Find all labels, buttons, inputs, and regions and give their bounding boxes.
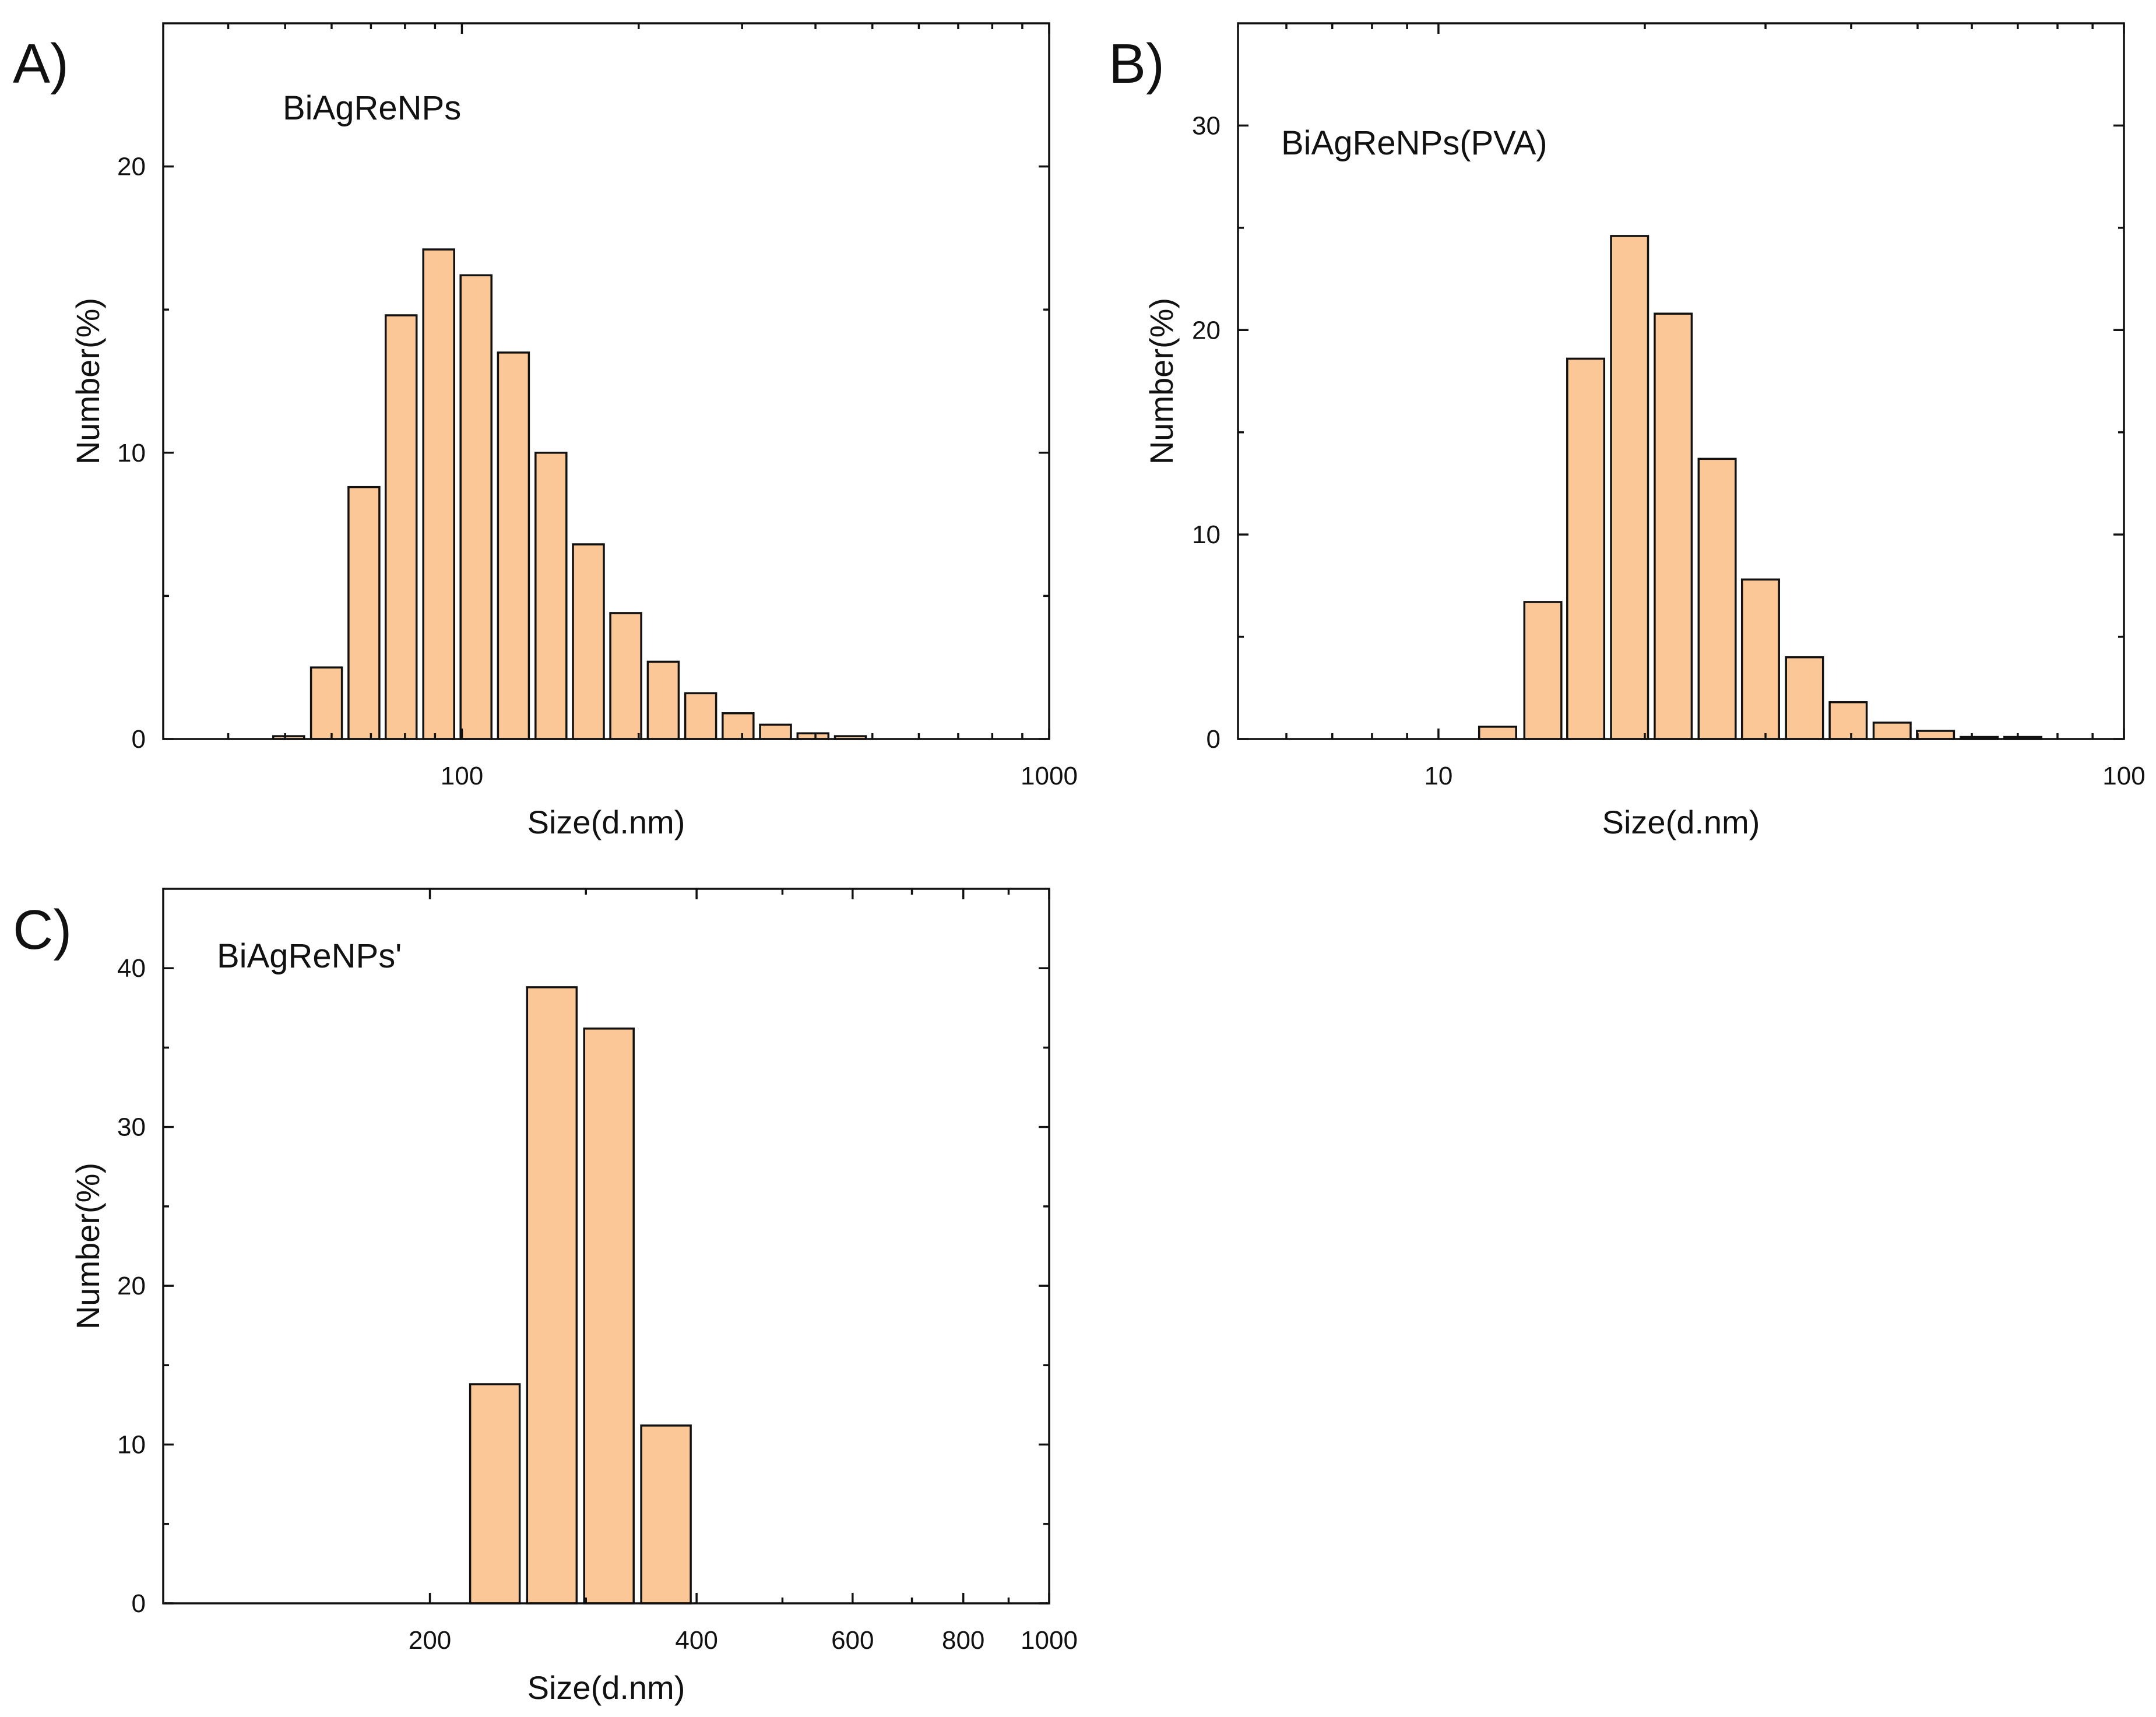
panel-a-x-axis-label: Size(d.nm) xyxy=(527,804,685,840)
panel-b-y-axis-label: Number(%) xyxy=(1143,298,1180,465)
panel-b-bar-2 xyxy=(1523,601,1563,740)
panel-b-bar-6 xyxy=(1697,458,1737,740)
panel-b-bar-7 xyxy=(1740,578,1780,740)
panel-a-bar-13 xyxy=(722,712,755,740)
panel-c-x-tick-label-5: 1000 xyxy=(1021,1626,1078,1655)
panel-c-bar-3 xyxy=(583,1028,635,1605)
panel-a-bar-2 xyxy=(309,666,343,740)
panel-a-tag: A) xyxy=(13,33,69,95)
panel-c-bar-4 xyxy=(640,1424,692,1605)
panel-a-y-tick-label-1: 0 xyxy=(132,725,146,754)
panel-a-y-tick-label-2: 10 xyxy=(117,439,146,467)
panel-b-bars xyxy=(1478,235,2043,740)
panel-b-ticks: 0 10 20 30 10 100 xyxy=(1192,23,2146,790)
panel-b-plot-frame xyxy=(1237,22,2125,740)
panel-a-bars xyxy=(272,248,867,740)
panel-c-x-axis-label: Size(d.nm) xyxy=(527,1669,685,1706)
panel-b-bar-10 xyxy=(1872,722,1912,740)
panel-a-bar-6 xyxy=(459,274,493,740)
panel-a-bar-4 xyxy=(384,314,418,740)
panel-b-bar-4 xyxy=(1610,235,1649,740)
panel-c-bar-1 xyxy=(469,1383,521,1605)
panel-a-bar-5 xyxy=(422,248,455,740)
panel-c-series-label: BiAgReNPs' xyxy=(217,937,402,975)
panel-c-ticks: 0 10 20 30 40 200 400 600 800 1000 xyxy=(117,889,1078,1655)
panel-c-bars xyxy=(469,986,692,1605)
panel-a: A) BiAgReNPs 0 10 20 100 1000 Size(d.nm) Num… xyxy=(13,22,1078,840)
panel-c-tag: C) xyxy=(13,899,72,961)
panel-c-x-tick-label-1: 200 xyxy=(409,1626,451,1655)
panel-a-bar-9 xyxy=(572,543,605,740)
panel-a-bar-8 xyxy=(534,452,568,740)
panel-c-x-tick-label-4: 800 xyxy=(942,1626,984,1655)
panel-c-y-tick-label-3: 20 xyxy=(117,1272,146,1300)
panel-c-y-tick-label-2: 10 xyxy=(117,1431,146,1459)
panel-a-x-tick-label-1: 100 xyxy=(441,762,483,790)
panel-a-y-axis-label: Number(%) xyxy=(69,298,106,465)
panel-b-bar-1 xyxy=(1478,726,1517,740)
panel-a-y-tick-label-3: 20 xyxy=(117,153,146,181)
panel-b-x-tick-label-2: 100 xyxy=(2102,762,2145,790)
panel-b-y-tick-label-3: 20 xyxy=(1192,316,1221,344)
panel-b-y-tick-label-2: 10 xyxy=(1192,520,1221,549)
panel-a-bar-14 xyxy=(759,723,792,740)
panel-b-x-axis-label: Size(d.nm) xyxy=(1602,804,1760,840)
panel-c-x-tick-label-2: 400 xyxy=(675,1626,718,1655)
panel-a-bar-11 xyxy=(646,660,680,740)
panel-a-series-label: BiAgReNPs xyxy=(283,89,461,127)
panel-b-bar-9 xyxy=(1828,701,1868,740)
panel-c-y-axis-label: Number(%) xyxy=(69,1163,106,1329)
panel-c-bar-2 xyxy=(526,986,578,1605)
panel-b-bar-3 xyxy=(1566,357,1606,740)
panel-b-series-label: BiAgReNPs(PVA) xyxy=(1281,124,1547,162)
panel-a-bar-7 xyxy=(497,351,530,740)
panel-b-bar-5 xyxy=(1654,312,1693,740)
panel-c-y-tick-label-1: 0 xyxy=(132,1589,146,1618)
panel-b-y-tick-label-1: 0 xyxy=(1207,725,1221,754)
panel-c-plot-frame xyxy=(162,888,1050,1605)
panel-a-x-tick-label-2: 1000 xyxy=(1021,762,1078,790)
panel-c-y-tick-label-4: 30 xyxy=(117,1113,146,1142)
panel-c-x-tick-label-3: 600 xyxy=(831,1626,874,1655)
panel-b-y-tick-label-4: 30 xyxy=(1192,111,1221,140)
panel-b-x-tick-label-1: 10 xyxy=(1424,762,1452,790)
panel-b-bar-11 xyxy=(1916,730,1955,740)
panel-a-plot-frame xyxy=(162,22,1050,740)
panel-c-y-tick-label-5: 40 xyxy=(117,954,146,983)
panel-b-bar-8 xyxy=(1785,656,1824,740)
panel-a-bar-10 xyxy=(609,612,642,740)
panel-b: B) BiAgReNPs(PVA) 0 10 20 30 10 100 Size(d.nm… xyxy=(1109,22,2146,840)
panel-b-tag: B) xyxy=(1109,33,1165,95)
panel-a-bar-12 xyxy=(684,692,718,740)
panel-a-bar-3 xyxy=(347,485,381,740)
